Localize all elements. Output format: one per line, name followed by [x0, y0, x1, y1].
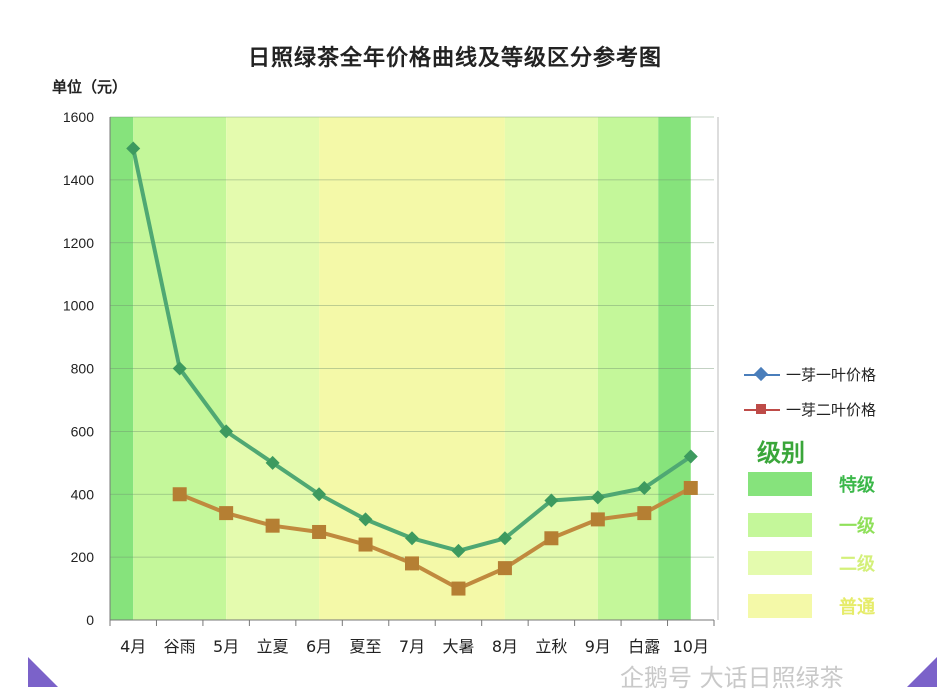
y-tick-label: 800	[71, 361, 95, 377]
y-tick-label: 600	[71, 423, 95, 439]
data-point-diamond	[405, 531, 419, 546]
x-tick-label: 5月	[213, 637, 239, 656]
grade-swatch	[748, 551, 812, 575]
grade-label: 特级	[839, 475, 875, 496]
y-tick-label: 200	[71, 549, 95, 565]
square-marker-icon	[756, 403, 766, 414]
y-tick-label: 1600	[63, 109, 94, 125]
data-point-diamond	[358, 512, 373, 527]
x-tick-label: 9月	[585, 637, 611, 656]
y-axis-unit-label: 单位（元）	[52, 78, 128, 96]
series-line-2	[177, 485, 693, 591]
grade-legend-item: 特级	[748, 471, 902, 497]
watermark-text: 企鹅号 大话日照绿茶	[620, 664, 844, 692]
diamond-marker-icon	[753, 366, 769, 381]
legend-item-series-2: 一芽二叶价格	[744, 399, 876, 420]
grade-legend-item: 一级	[748, 512, 902, 538]
data-point-diamond	[451, 543, 466, 558]
data-point-diamond	[683, 449, 698, 464]
y-tick-label: 1400	[63, 172, 94, 188]
grade-legend-item: 二级	[748, 550, 902, 576]
x-tick-label: 8月	[492, 637, 518, 656]
data-point-diamond	[637, 480, 652, 495]
x-tick-label: 白露	[628, 637, 660, 656]
data-point-square	[405, 556, 419, 571]
data-point-square	[544, 531, 559, 546]
grade-swatch	[748, 513, 812, 537]
data-point-square	[312, 524, 327, 539]
y-tick-label: 1200	[63, 235, 94, 251]
y-tick-label: 0	[86, 612, 94, 628]
data-point-square	[219, 506, 234, 521]
x-tick-label: 7月	[399, 637, 425, 656]
data-point-square	[172, 487, 187, 502]
data-point-diamond	[544, 493, 559, 508]
data-point-square	[637, 506, 652, 521]
x-tick-label: 立夏	[257, 637, 289, 656]
grade-swatch	[748, 472, 812, 496]
legend-label: 一芽二叶价格	[786, 401, 877, 419]
data-point-diamond	[172, 361, 187, 376]
legend-line-swatch	[744, 403, 780, 414]
x-tick-label: 10月	[673, 637, 709, 656]
grade-label: 一级	[839, 516, 875, 537]
data-point-square	[265, 518, 280, 533]
data-point-diamond	[497, 531, 512, 546]
data-point-square	[683, 480, 698, 495]
grade-label: 普通	[839, 597, 875, 618]
grade-swatch	[748, 594, 812, 618]
legend-label: 一芽一叶价格	[786, 366, 877, 384]
grade-legend-title: 级别	[757, 439, 805, 467]
y-tick-label: 1000	[63, 298, 94, 314]
y-tick-label: 400	[71, 486, 95, 502]
corner-decoration-left	[28, 657, 58, 687]
data-point-square	[358, 537, 373, 552]
x-tick-label: 大暑	[442, 637, 474, 656]
data-point-diamond	[590, 490, 605, 505]
data-point-diamond	[219, 424, 234, 439]
data-point-square	[590, 512, 605, 527]
legend-item-series-1: 一芽一叶价格	[744, 364, 876, 385]
x-tick-label: 4月	[120, 637, 146, 656]
data-point-square	[451, 581, 466, 596]
grade-label: 二级	[839, 554, 875, 575]
data-point-diamond	[312, 487, 327, 502]
x-tick-label: 立秋	[535, 637, 567, 656]
x-tick-label: 谷雨	[164, 637, 196, 656]
data-point-diamond	[265, 455, 280, 470]
corner-decoration-right	[907, 657, 937, 687]
data-point-diamond	[126, 141, 141, 156]
x-tick-label: 夏至	[350, 637, 382, 656]
data-point-square	[497, 561, 512, 576]
legend-line-swatch	[744, 366, 780, 381]
chart-title: 日照绿茶全年价格曲线及等级区分参考图	[247, 46, 662, 71]
grade-legend-item: 普通	[748, 593, 902, 619]
x-tick-label: 6月	[306, 637, 332, 656]
